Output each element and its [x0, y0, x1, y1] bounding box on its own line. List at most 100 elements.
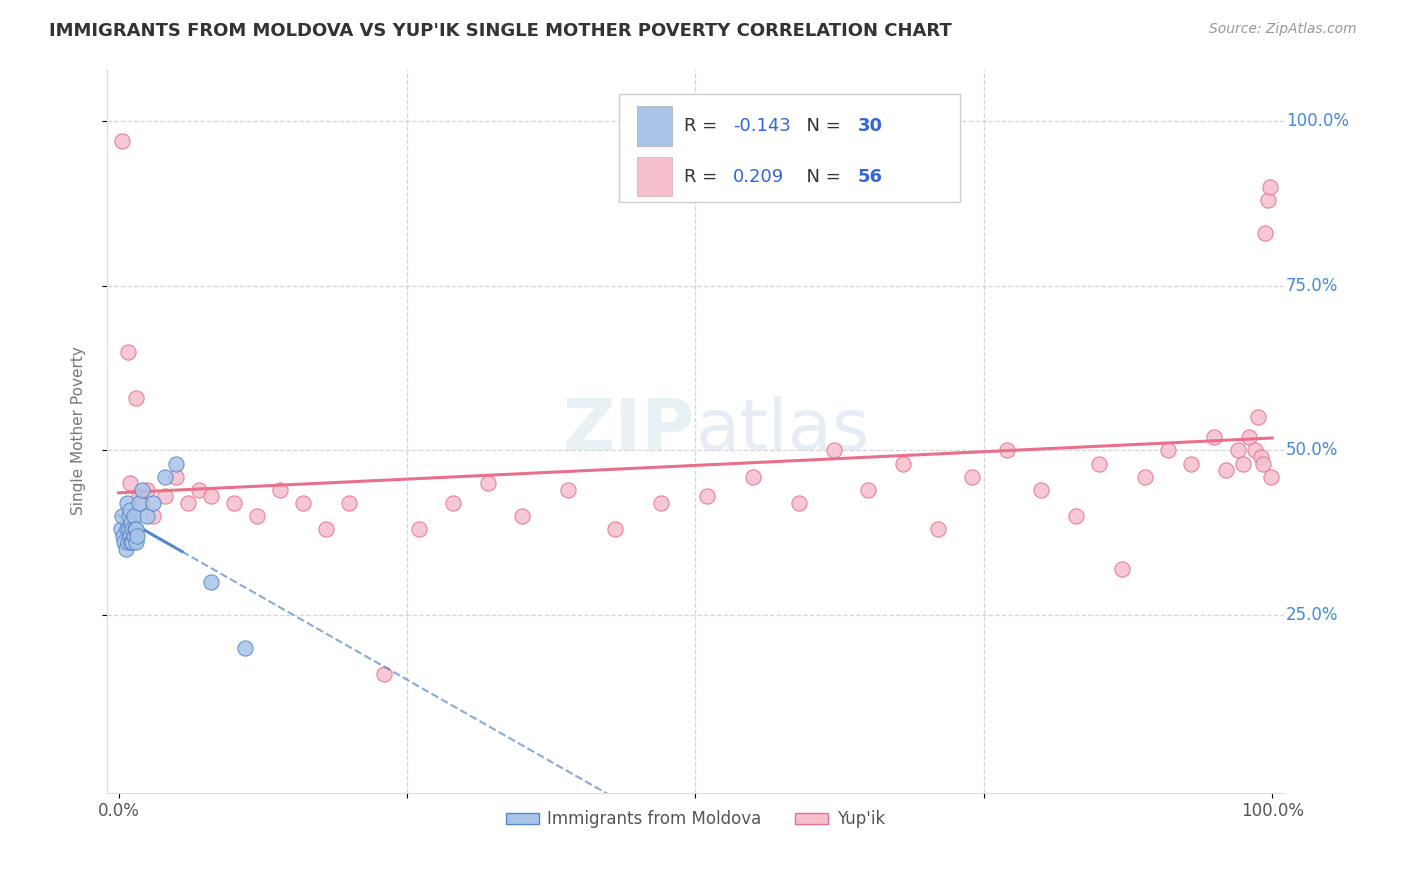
Point — [153, 469, 176, 483]
Text: 100.0%: 100.0% — [1286, 112, 1348, 130]
Text: ZIP: ZIP — [564, 396, 696, 465]
Point — [188, 483, 211, 497]
Point — [742, 469, 765, 483]
Point — [1258, 180, 1281, 194]
Point — [128, 490, 150, 504]
Point — [1157, 443, 1180, 458]
Point — [128, 496, 150, 510]
Text: 0.209: 0.209 — [733, 168, 785, 186]
Point — [131, 483, 153, 497]
Point — [142, 496, 165, 510]
Point — [823, 443, 845, 458]
Point — [927, 522, 949, 536]
Point — [115, 496, 138, 510]
Point — [1064, 509, 1087, 524]
Point — [115, 522, 138, 536]
Point — [117, 344, 139, 359]
Point — [441, 496, 464, 510]
Text: 50.0%: 50.0% — [1286, 442, 1339, 459]
Text: N =: N = — [796, 117, 846, 135]
Point — [111, 134, 134, 148]
Point — [136, 509, 159, 524]
Point — [125, 535, 148, 549]
Point — [650, 496, 672, 510]
Legend: Immigrants from Moldova, Yup'ik: Immigrants from Moldova, Yup'ik — [499, 804, 891, 835]
Point — [1250, 450, 1272, 464]
Point — [124, 522, 146, 536]
Text: Source: ZipAtlas.com: Source: ZipAtlas.com — [1209, 22, 1357, 37]
Text: 25.0%: 25.0% — [1286, 606, 1339, 624]
Text: -0.143: -0.143 — [733, 117, 792, 135]
Text: N =: N = — [796, 168, 846, 186]
Point — [153, 490, 176, 504]
Point — [111, 509, 134, 524]
Point — [120, 502, 142, 516]
Point — [120, 529, 142, 543]
Point — [125, 529, 148, 543]
Point — [1031, 483, 1053, 497]
Point — [235, 640, 257, 655]
Point — [120, 516, 142, 530]
Point — [200, 490, 222, 504]
Point — [118, 522, 141, 536]
Point — [1215, 463, 1237, 477]
Point — [1180, 457, 1202, 471]
Point — [121, 522, 143, 536]
Point — [373, 667, 395, 681]
Point — [557, 483, 579, 497]
Point — [477, 476, 499, 491]
Point — [891, 457, 914, 471]
Point — [858, 483, 880, 497]
Point — [1243, 443, 1265, 458]
Point — [114, 542, 136, 557]
Point — [165, 469, 187, 483]
Point — [136, 483, 159, 497]
Point — [337, 496, 360, 510]
Point — [1257, 193, 1279, 207]
Point — [1088, 457, 1111, 471]
Point — [246, 509, 269, 524]
FancyBboxPatch shape — [619, 94, 960, 202]
Point — [1111, 562, 1133, 576]
Point — [787, 496, 810, 510]
Point — [121, 535, 143, 549]
Point — [995, 443, 1018, 458]
Text: 75.0%: 75.0% — [1286, 277, 1339, 294]
Point — [165, 457, 187, 471]
Point — [122, 529, 145, 543]
Point — [110, 522, 132, 536]
Point — [112, 535, 135, 549]
Point — [222, 496, 245, 510]
Point — [117, 535, 139, 549]
Text: atlas: atlas — [696, 396, 870, 465]
Point — [1204, 430, 1226, 444]
Text: R =: R = — [683, 168, 723, 186]
Point — [1237, 430, 1260, 444]
Point — [1226, 443, 1249, 458]
Point — [118, 509, 141, 524]
Point — [960, 469, 983, 483]
Point — [408, 522, 430, 536]
Point — [125, 391, 148, 405]
Point — [1260, 469, 1282, 483]
Point — [603, 522, 626, 536]
Point — [122, 509, 145, 524]
Point — [1135, 469, 1157, 483]
Point — [200, 574, 222, 589]
Point — [292, 496, 315, 510]
Point — [1251, 457, 1274, 471]
Point — [120, 535, 142, 549]
Point — [1254, 226, 1277, 240]
Y-axis label: Single Mother Poverty: Single Mother Poverty — [72, 346, 86, 515]
Point — [125, 522, 148, 536]
Point — [142, 509, 165, 524]
Point — [696, 490, 718, 504]
Point — [1232, 457, 1254, 471]
Point — [1247, 410, 1270, 425]
Bar — [637, 157, 672, 196]
Point — [112, 529, 135, 543]
Point — [269, 483, 291, 497]
Text: IMMIGRANTS FROM MOLDOVA VS YUP'IK SINGLE MOTHER POVERTY CORRELATION CHART: IMMIGRANTS FROM MOLDOVA VS YUP'IK SINGLE… — [49, 22, 952, 40]
Point — [120, 476, 142, 491]
Text: 30: 30 — [858, 117, 883, 135]
